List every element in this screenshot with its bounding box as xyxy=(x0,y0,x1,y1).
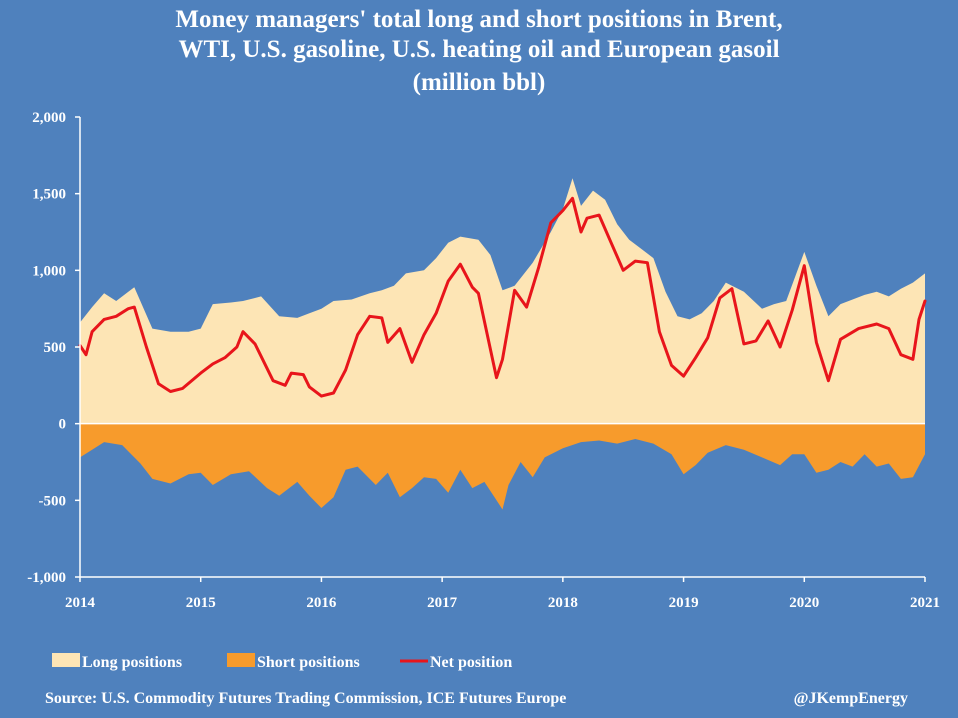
legend-item: Long positions xyxy=(52,653,182,671)
chart-title-line: WTI, U.S. gasoline, U.S. heating oil and… xyxy=(178,36,779,63)
x-tick-label: 2014 xyxy=(65,595,96,611)
axes: 2,000 1,500 1,000 500 0 -500 -1,000 2014 2015 201… xyxy=(27,110,940,611)
author-handle: @JKempEnergy xyxy=(794,690,908,707)
legend: Long positions Short positions Net positio… xyxy=(52,653,512,671)
legend-swatch xyxy=(52,653,80,667)
series-area-long-positions xyxy=(80,178,925,424)
y-tick-label: 1,000 xyxy=(32,263,66,279)
x-tick-label: 2021 xyxy=(910,595,940,611)
legend-item: Net position xyxy=(400,654,512,671)
x-tick-label: 2015 xyxy=(186,595,216,611)
legend-label: Long positions xyxy=(82,654,182,671)
y-tick-label: -500 xyxy=(39,493,67,509)
x-tick-label: 2017 xyxy=(427,595,458,611)
plot-area: 2,000 1,500 1,000 500 0 -500 -1,000 2014 2015 201… xyxy=(27,110,940,611)
y-tick-label: 1,500 xyxy=(32,187,66,203)
legend-swatch xyxy=(227,653,255,667)
y-tick-label: 0 xyxy=(59,417,67,433)
chart-title-line: Money managers' total long and short pos… xyxy=(175,6,782,33)
series-area-short-positions xyxy=(80,423,925,510)
x-tick-label: 2016 xyxy=(306,595,337,611)
legend-item: Short positions xyxy=(227,653,360,671)
legend-label: Short positions xyxy=(257,654,360,671)
legend-label: Net position xyxy=(430,654,512,671)
source-note: Source: U.S. Commodity Futures Trading C… xyxy=(45,690,566,707)
chart-title: Money managers' total long and short pos… xyxy=(175,6,782,96)
x-tick-label: 2019 xyxy=(669,595,699,611)
chart-title-line: (million bbl) xyxy=(413,69,546,96)
series-line-net-position xyxy=(78,196,927,398)
x-tick-label: 2018 xyxy=(548,595,578,611)
x-tick-label: 2020 xyxy=(789,595,819,611)
y-tick-label: 2,000 xyxy=(32,110,66,126)
y-tick-label: -1,000 xyxy=(27,570,66,586)
footer: Source: U.S. Commodity Futures Trading C… xyxy=(45,690,908,707)
y-tick-label: 500 xyxy=(44,340,67,356)
series-layer xyxy=(78,178,927,510)
